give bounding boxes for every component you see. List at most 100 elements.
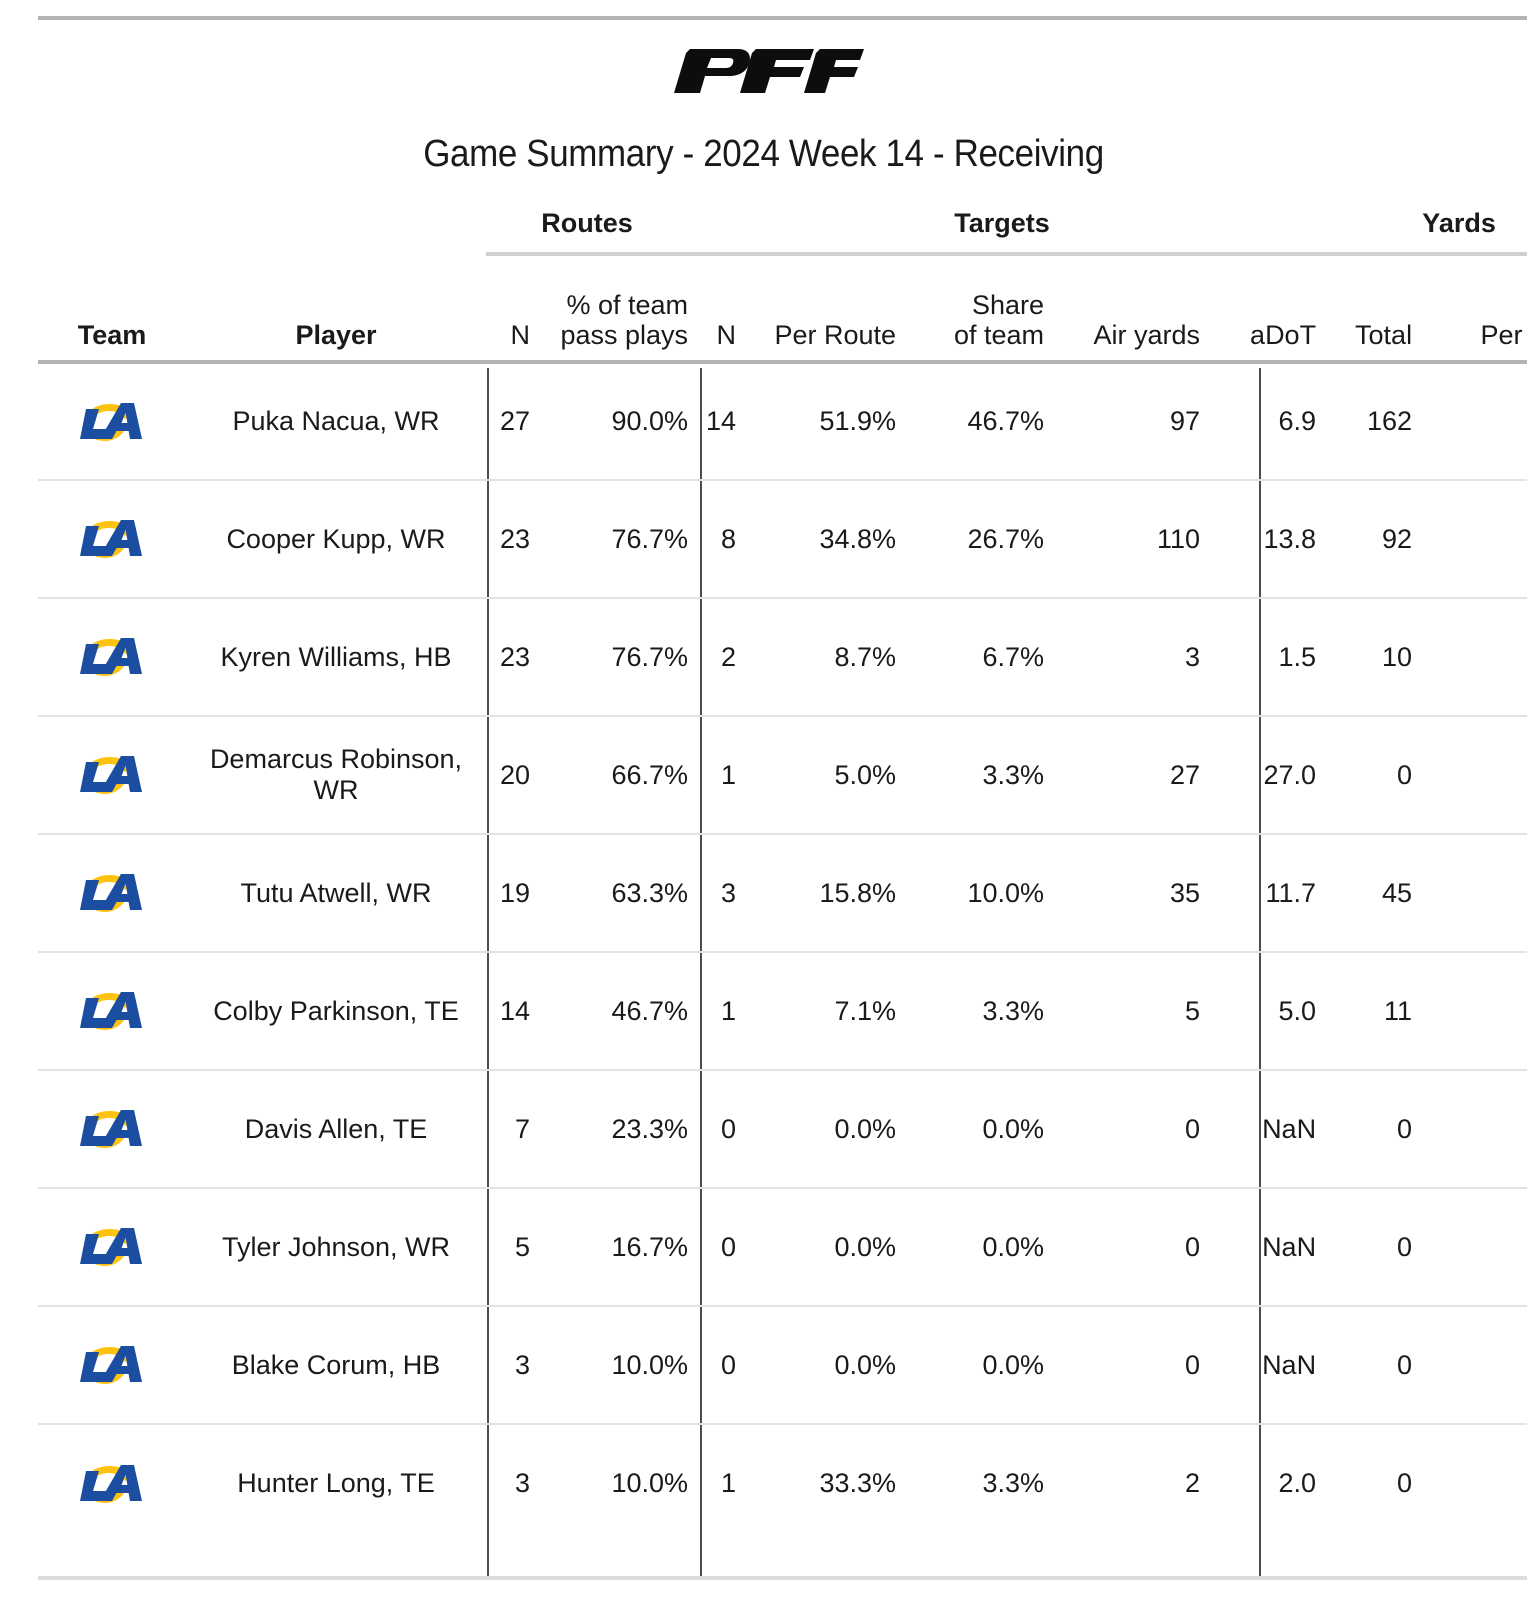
cell-routes-n: 23 bbox=[486, 479, 530, 598]
group-rule-yards bbox=[1316, 252, 1527, 266]
cell-routes-pct: 66.7% bbox=[530, 715, 689, 834]
cell-yards-per-route: 4.00 bbox=[1412, 479, 1527, 598]
cell-player: Tyler Johnson, WR bbox=[186, 1187, 486, 1306]
cell-routes-pct: 76.7% bbox=[530, 597, 689, 716]
table-row[interactable]: Kyren Williams, HB 23 76.7% 2 8.7% 6.7% … bbox=[38, 597, 1527, 716]
cell-targets-per-route: 0.0% bbox=[736, 1187, 897, 1306]
column-header-targets-n[interactable]: N bbox=[716, 319, 737, 350]
table-row[interactable]: Davis Allen, TE 7 23.3% 0 0.0% 0.0% 0 Na… bbox=[38, 1069, 1527, 1188]
table-row[interactable]: Blake Corum, HB 3 10.0% 0 0.0% 0.0% 0 Na… bbox=[38, 1305, 1527, 1424]
cell-routes-n: 20 bbox=[486, 715, 530, 834]
table-row[interactable]: Tutu Atwell, WR 19 63.3% 3 15.8% 10.0% 3… bbox=[38, 833, 1527, 952]
table-body: Puka Nacua, WR 27 90.0% 14 51.9% 46.7% 9… bbox=[38, 360, 1527, 1542]
cell-team bbox=[38, 1305, 186, 1424]
table-row[interactable]: Cooper Kupp, WR 23 76.7% 8 34.8% 26.7% 1… bbox=[38, 479, 1527, 598]
cell-targets-per-route: 5.0% bbox=[736, 715, 897, 834]
cell-targets-share: 46.7% bbox=[896, 360, 1045, 480]
cell-yards-per-route: 0.43 bbox=[1412, 597, 1527, 716]
cell-targets-n: 3 bbox=[688, 833, 737, 952]
cell-targets-per-route: 7.1% bbox=[736, 951, 897, 1070]
cell-routes-n: 5 bbox=[486, 1187, 530, 1306]
group-rule-spacer-player bbox=[186, 252, 486, 266]
cell-routes-pct: 90.0% bbox=[530, 360, 689, 480]
table-row[interactable]: Puka Nacua, WR 27 90.0% 14 51.9% 46.7% 9… bbox=[38, 360, 1527, 480]
pff-logo bbox=[673, 49, 864, 93]
cell-team bbox=[38, 479, 186, 598]
cell-team bbox=[38, 951, 186, 1070]
table-row[interactable]: Tyler Johnson, WR 5 16.7% 0 0.0% 0.0% 0 … bbox=[38, 1187, 1527, 1306]
cell-targets-per-route: 8.7% bbox=[736, 597, 897, 716]
cell-air-yards: 27 bbox=[1044, 715, 1201, 834]
group-rule-row bbox=[38, 252, 1527, 266]
cell-routes-n: 27 bbox=[486, 360, 530, 480]
cell-targets-n: 2 bbox=[688, 597, 737, 716]
cell-player: Tutu Atwell, WR bbox=[186, 833, 486, 952]
group-spacer-team bbox=[38, 196, 186, 252]
cell-yards-total: 0 bbox=[1316, 715, 1413, 834]
group-header-routes: Routes bbox=[541, 207, 633, 238]
cell-team bbox=[38, 715, 186, 834]
la-rams-logo-icon bbox=[80, 874, 142, 912]
column-header-yards-per-route[interactable]: Per Route bbox=[1480, 319, 1527, 350]
cell-adot: 6.9 bbox=[1200, 360, 1317, 480]
cell-yards-per-route: 2.37 bbox=[1412, 833, 1527, 952]
cell-routes-pct: 76.7% bbox=[530, 479, 689, 598]
column-header-player[interactable]: Player bbox=[295, 319, 377, 350]
cell-player: Davis Allen, TE bbox=[186, 1069, 486, 1188]
cell-adot: NaN bbox=[1200, 1305, 1317, 1424]
column-header-routes-n[interactable]: N bbox=[510, 319, 531, 350]
group-rule-spacer-team bbox=[38, 252, 186, 266]
cell-targets-n: 0 bbox=[688, 1069, 737, 1188]
cell-routes-pct: 63.3% bbox=[530, 833, 689, 952]
cell-air-yards: 0 bbox=[1044, 1187, 1201, 1306]
cell-routes-n: 14 bbox=[486, 951, 530, 1070]
column-header-targets-per-route[interactable]: Per Route bbox=[774, 319, 897, 350]
cell-routes-n: 3 bbox=[486, 1305, 530, 1424]
cell-routes-pct: 10.0% bbox=[530, 1305, 689, 1424]
la-rams-logo-icon bbox=[80, 638, 142, 676]
page-title: Game Summary - 2024 Week 14 - Receiving bbox=[423, 133, 1104, 175]
cell-team bbox=[38, 1187, 186, 1306]
cell-routes-pct: 16.7% bbox=[530, 1187, 689, 1306]
cell-player: Kyren Williams, HB bbox=[186, 597, 486, 716]
cell-air-yards: 3 bbox=[1044, 597, 1201, 716]
cell-team bbox=[38, 1069, 186, 1188]
cell-routes-pct: 10.0% bbox=[530, 1423, 689, 1542]
cell-adot: 2.0 bbox=[1200, 1423, 1317, 1542]
cell-routes-pct: 23.3% bbox=[530, 1069, 689, 1188]
cell-team bbox=[38, 597, 186, 716]
table-row[interactable]: Demarcus Robinson, WR 20 66.7% 1 5.0% 3.… bbox=[38, 715, 1527, 834]
column-header-routes-pct-line1: % of team bbox=[566, 289, 689, 320]
cell-targets-share: 3.3% bbox=[896, 1423, 1045, 1542]
column-header-targets-share[interactable]: Share of team bbox=[896, 266, 1044, 362]
table-row[interactable]: Colby Parkinson, TE 14 46.7% 1 7.1% 3.3%… bbox=[38, 951, 1527, 1070]
column-header-routes-pct-line2: pass plays bbox=[560, 319, 689, 350]
cell-team bbox=[38, 360, 186, 480]
la-rams-logo-icon bbox=[80, 1464, 142, 1503]
cell-routes-n: 3 bbox=[486, 1423, 530, 1542]
la-rams-logo-icon bbox=[80, 402, 142, 441]
cell-yards-total: 162 bbox=[1316, 360, 1413, 480]
column-header-adot[interactable]: aDoT bbox=[1250, 319, 1317, 350]
cell-air-yards: 0 bbox=[1044, 1305, 1201, 1424]
cell-routes-pct: 46.7% bbox=[530, 951, 689, 1070]
column-header-yards-total[interactable]: Total bbox=[1355, 319, 1413, 350]
cell-targets-n: 0 bbox=[688, 1305, 737, 1424]
cell-targets-per-route: 51.9% bbox=[736, 360, 897, 480]
cell-yards-per-route: 0.00 bbox=[1412, 1187, 1527, 1306]
column-header-routes-pct[interactable]: % of team pass plays bbox=[530, 266, 688, 362]
cell-yards-per-route: 0.00 bbox=[1412, 1423, 1527, 1542]
column-header-air-yards[interactable]: Air yards bbox=[1093, 319, 1201, 350]
la-rams-logo-icon bbox=[80, 1110, 142, 1148]
table-row[interactable]: Hunter Long, TE 3 10.0% 1 33.3% 3.3% 2 2… bbox=[38, 1423, 1527, 1542]
column-header-targets-share-line2: of team bbox=[953, 319, 1045, 350]
cell-targets-n: 8 bbox=[688, 479, 737, 598]
la-rams-logo-icon bbox=[80, 756, 142, 794]
la-rams-logo-icon bbox=[80, 992, 142, 1030]
column-header-team[interactable]: Team bbox=[77, 319, 147, 350]
cell-adot: NaN bbox=[1200, 1069, 1317, 1188]
brand-logo-container bbox=[0, 36, 1527, 106]
column-header-row: Team Player N % of team pass plays N Per… bbox=[38, 266, 1527, 362]
cell-air-yards: 35 bbox=[1044, 833, 1201, 952]
